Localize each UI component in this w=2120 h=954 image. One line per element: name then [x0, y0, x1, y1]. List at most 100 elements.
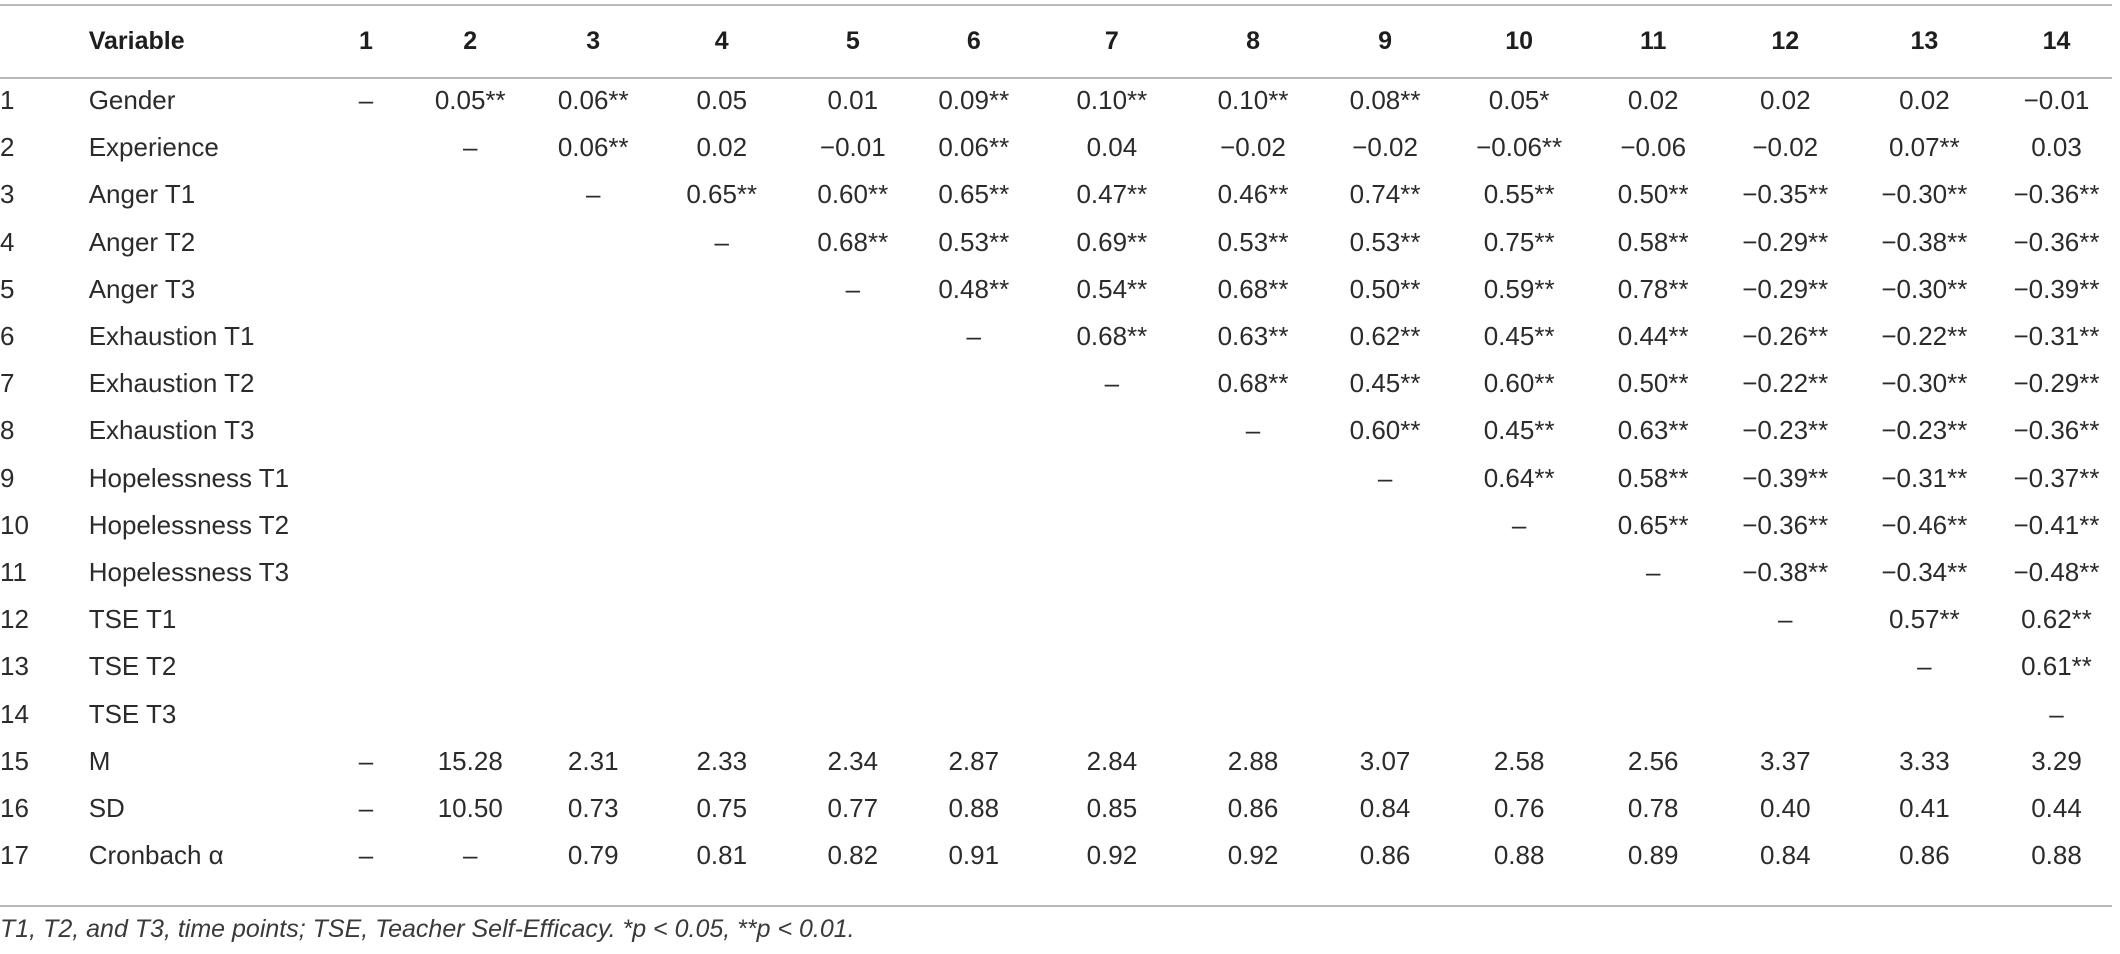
table-cell: 0.54** [1076, 273, 1148, 304]
header-col-1: 1 [358, 27, 373, 55]
variable-name: Exhaustion T3 [88, 415, 255, 446]
header-index [0, 6, 89, 77]
table-cell: 0.63** [1217, 321, 1289, 352]
table-cell [534, 313, 652, 360]
table-row: 10 Hopelessness T2 – 0.65** −0.36** −0.46** −0… [0, 502, 2112, 549]
table-cell [534, 407, 652, 454]
table-row: 2 Experience – 0.06** 0.02 −0.01 0.06** 0.04 −0.… [0, 124, 2112, 171]
table-cell: −0.06 [1620, 132, 1687, 163]
table-cell: −0.23** [1742, 415, 1829, 446]
row-index: 14 [0, 698, 29, 729]
table-cell: – [966, 321, 981, 352]
row-index: 17 [0, 840, 29, 871]
table-cell: 0.41 [1899, 792, 1950, 823]
table-cell: 0.76 [1493, 792, 1545, 823]
header-col-8: 8 [1246, 27, 1260, 55]
row-index: 13 [0, 651, 29, 682]
table-cell: 2.31 [567, 745, 619, 776]
table-cell: 0.81 [696, 840, 748, 871]
table-cell: 0.92 [1227, 840, 1279, 871]
header-col-12: 12 [1771, 27, 1800, 55]
table-cell: 0.82 [827, 840, 879, 871]
table-cell: 2.88 [1227, 745, 1279, 776]
table-cell: 0.65** [686, 179, 758, 210]
table-cell [534, 219, 652, 266]
variable-name: Hopelessness T2 [88, 509, 290, 540]
table-cell: 0.61** [2021, 651, 2092, 682]
table-cell [406, 219, 534, 266]
variable-name: SD [88, 792, 125, 823]
table-cell: −0.36** [2013, 415, 2100, 446]
variable-name: M [88, 745, 111, 776]
table-cell: −0.31** [1881, 462, 1968, 493]
table-cell: – [358, 745, 374, 776]
table-cell: −0.30** [1881, 368, 1968, 399]
table-cell: −0.29** [1742, 273, 1829, 304]
table-cell: 0.68** [1217, 368, 1289, 399]
table-cell [791, 455, 914, 502]
table-cell [1033, 643, 1190, 690]
table-cell: – [1104, 368, 1120, 399]
table-cell [1455, 549, 1584, 596]
table-cell: – [1245, 415, 1261, 446]
table-cell [326, 455, 407, 502]
table-cell: 0.50** [1349, 273, 1421, 304]
table-cell: – [358, 85, 374, 116]
table-cell: 3.29 [2031, 745, 2082, 776]
table-cell: – [463, 840, 478, 871]
table-cell: 0.88 [2031, 840, 2082, 871]
table-cell [1191, 690, 1316, 737]
table-cell [1191, 549, 1316, 596]
table-body: 1 Gender – 0.05** 0.06** 0.05 0.01 0.09** 0.10**… [0, 77, 2112, 879]
table-cell: −0.29** [1742, 226, 1829, 257]
row-index: 6 [0, 321, 15, 352]
table-cell: 0.58** [1617, 462, 1689, 493]
table-cell [406, 455, 534, 502]
table-cell: 2.84 [1086, 745, 1138, 776]
table-cell: 0.65** [1617, 509, 1689, 540]
table-cell: 0.40 [1759, 792, 1811, 823]
table-cell: 0.02 [1899, 85, 1950, 116]
table-cell: 2.56 [1627, 745, 1679, 776]
table-cell: −0.22** [1881, 321, 1968, 352]
table-cell [326, 549, 407, 596]
table-cell: – [1645, 556, 1661, 587]
table-cell: – [1778, 604, 1793, 635]
table-row: 13 TSE T2 – 0.61** [0, 643, 2112, 690]
table-cell: 0.77 [827, 792, 879, 823]
table-cell [1033, 407, 1190, 454]
variable-name: Gender [88, 85, 176, 116]
table-cell: 0.86 [1899, 840, 1950, 871]
table-cell [534, 690, 652, 737]
variable-name: Anger T1 [88, 179, 196, 210]
table-cell [1584, 596, 1723, 643]
table-cell [791, 360, 914, 407]
table-cell: 0.74** [1349, 179, 1421, 210]
table-cell: – [2049, 698, 2064, 729]
table-cell [1033, 596, 1190, 643]
table-cell [652, 549, 791, 596]
table-cell [1455, 596, 1584, 643]
table-cell [652, 407, 791, 454]
table-row: 17 Cronbach α – – 0.79 0.81 0.82 0.91 0.92 0.92 0.… [0, 832, 2112, 879]
table-cell: −0.29** [2013, 368, 2100, 399]
table-cell: – [358, 792, 374, 823]
table-cell: −0.31** [2013, 321, 2100, 352]
row-index: 3 [0, 179, 15, 210]
header-col-14: 14 [2042, 27, 2071, 55]
table-cell: 0.79 [567, 840, 619, 871]
table-cell [1033, 549, 1190, 596]
table-cell: −0.02 [1220, 132, 1286, 163]
table-cell [914, 407, 1033, 454]
table-cell: 0.05** [434, 85, 506, 116]
table-cell [534, 549, 652, 596]
table-cell: – [845, 273, 861, 304]
table-cell: −0.01 [819, 132, 886, 163]
table-cell: −0.36** [2013, 226, 2100, 257]
table-cell: 0.88 [948, 792, 1000, 823]
table-cell: 0.44 [2031, 792, 2082, 823]
row-index: 11 [0, 556, 27, 587]
table-cell: 0.05 [696, 85, 748, 116]
table-row: 8 Exhaustion T3 – 0.60** 0.45** 0.63** −0.23**… [0, 407, 2112, 454]
